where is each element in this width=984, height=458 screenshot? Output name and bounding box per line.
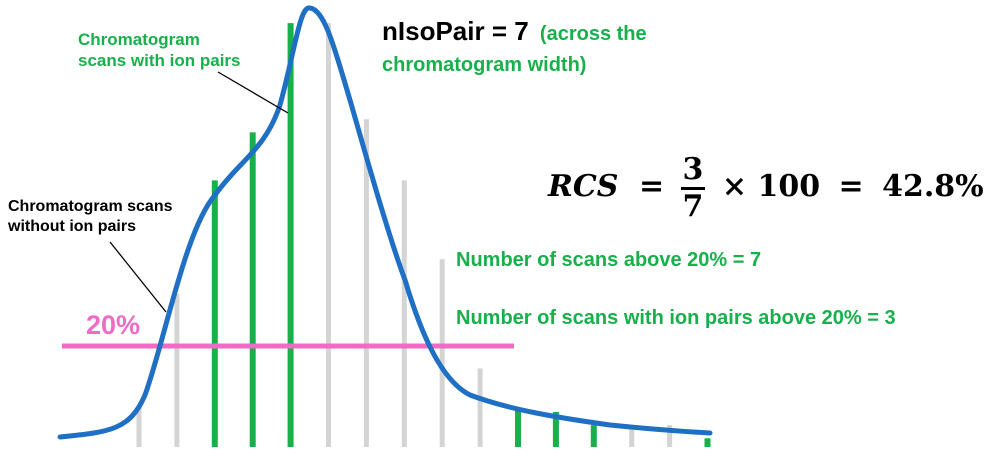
pointer-arrow-without-pairs <box>109 241 167 313</box>
threshold-label: 20% <box>86 310 141 340</box>
label-scans-without-ion-pairs: Chromatogram scans without ion pairs <box>8 198 173 235</box>
formula-equals: = <box>638 169 665 204</box>
scan-bars <box>136 23 717 447</box>
formula-fraction: 3 7 <box>680 152 706 224</box>
chromatogram-peak-curve <box>57 5 713 440</box>
niso-note-line2: chromatogram width) <box>382 54 587 76</box>
formula-numerator: 3 <box>680 152 706 190</box>
formula-times: × 100 <box>721 169 821 204</box>
formula-result: 42.8% <box>882 169 984 204</box>
stat-pairs-above-threshold: Number of scans with ion pairs above 20%… <box>456 307 896 329</box>
pointer-arrow-with-pairs <box>217 71 289 114</box>
formula-equals2: = <box>838 169 864 204</box>
formula-lhs: RCS <box>548 169 619 204</box>
rcs-formula: RCS = 3 7 × 100 = 42.8% <box>548 142 984 232</box>
stat-scans-above-threshold: Number of scans above 20% = 7 <box>456 249 762 271</box>
niso-pair-count: nIsoPair = 7 (across the <box>382 16 647 46</box>
niso-note-line1: (across the <box>539 23 647 45</box>
formula-denominator: 7 <box>682 188 704 224</box>
label-scans-with-ion-pairs: Chromatogram scans with ion pairs <box>78 30 241 70</box>
